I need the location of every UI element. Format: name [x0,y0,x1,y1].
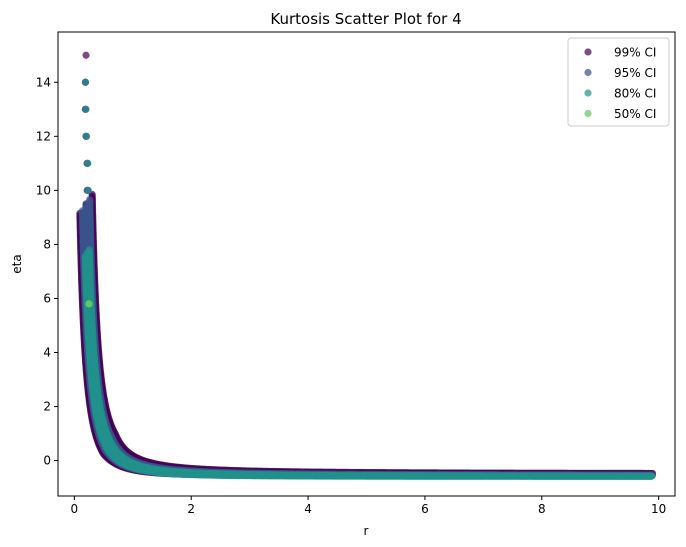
y-axis-label: eta [10,254,24,273]
legend-label: 99% CI [614,46,656,60]
data-point [84,186,92,194]
y-tick-label: 14 [36,75,51,89]
y-tick-label: 2 [43,400,51,414]
x-tick-label: 10 [651,502,666,516]
data-point [85,300,93,308]
series-2-points [78,78,656,480]
y-tick-label: 8 [43,237,51,251]
y-tick-label: 4 [43,346,51,360]
legend-marker [584,109,592,118]
legend-box [567,37,670,127]
plot-frame [57,31,676,497]
legend: 99% CI 95% CI 80% CI 50% CI [567,37,670,127]
legend-marker [584,68,592,77]
y-tick-label: 0 [43,454,51,468]
data-points [76,51,657,480]
chart-title: Kurtosis Scatter Plot for 4 [270,10,461,28]
legend-label: 50% CI [614,107,656,121]
data-point [82,51,90,59]
data-point [84,159,92,167]
legend-label: 80% CI [614,87,656,101]
y-tick-label: 12 [36,129,51,143]
legend-label: 95% CI [614,66,656,80]
legend-marker [584,89,592,97]
data-point [647,472,656,480]
x-tick-label: 6 [421,502,429,516]
x-axis-label: r [364,524,369,538]
x-tick-label: 2 [187,502,195,516]
y-tick-label: 10 [36,183,51,197]
legend-marker [584,48,592,56]
y-tick-label: 6 [43,291,51,305]
x-tick-label: 8 [538,502,546,516]
x-tick-label: 0 [71,502,79,516]
series-3-points [81,78,656,480]
data-point [82,105,90,113]
data-point [81,78,90,86]
y-axis-ticks: 0 2 4 6 8 10 12 14 [36,75,58,468]
series-4-points [85,300,93,308]
x-tick-label: 4 [304,502,312,516]
x-axis-ticks: 0 2 4 6 8 10 [71,496,666,516]
data-point [83,132,91,140]
